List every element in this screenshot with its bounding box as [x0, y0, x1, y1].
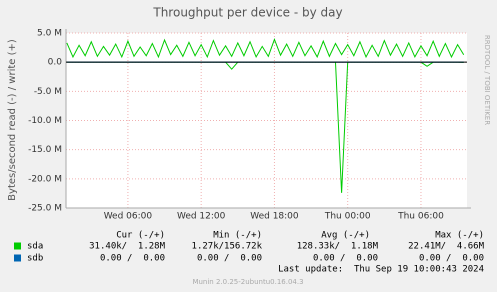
- x-tick-label: Wed 06:00: [104, 212, 153, 222]
- legend-column-header: Cur (-/+): [116, 231, 165, 241]
- x-tick-label: Wed 18:00: [250, 212, 299, 222]
- x-tick-label: Thu 00:00: [324, 212, 371, 222]
- legend-stat: 0.00 / 0.00: [313, 254, 378, 264]
- y-axis-label: Bytes/second read (-) / write (+): [7, 39, 18, 201]
- series-line: [66, 37, 465, 59]
- chart-title: Throughput per device - by day: [152, 6, 342, 20]
- y-tick-label: 0.0: [48, 58, 63, 68]
- x-tick-label: Wed 12:00: [177, 212, 226, 222]
- legend-stat: 31.40k/ 1.28M: [89, 242, 165, 252]
- legend-column-header: Max (-/+): [435, 231, 484, 241]
- legend-stat: 128.33k/ 1.18M: [297, 242, 379, 252]
- y-tick-label: -20.0 M: [28, 174, 62, 184]
- legend-label: sdb: [27, 254, 43, 264]
- legend-stat: 0.00 / 0.00: [197, 254, 262, 264]
- legend-stat: 1.27k/156.72k: [192, 242, 263, 252]
- legend-stat: 0.00 / 0.00: [419, 254, 484, 264]
- y-tick-label: -15.0 M: [28, 145, 62, 155]
- legend-swatch: [14, 254, 21, 262]
- legend-label: sda: [27, 242, 43, 252]
- side-text: RRDTOOL / TOBI OETIKER: [483, 35, 491, 125]
- y-tick-label: -10.0 M: [28, 116, 62, 126]
- legend-column-header: Avg (-/+): [321, 231, 370, 241]
- legend-swatch: [14, 242, 21, 250]
- last-update: Last update: Thu Sep 19 10:00:43 2024: [278, 265, 484, 275]
- y-tick-label: -5.0 M: [34, 87, 62, 97]
- legend-column-header: Min (-/+): [213, 231, 262, 241]
- legend-stat: 0.00 / 0.00: [100, 254, 165, 264]
- y-tick-label: -25.0 M: [28, 204, 62, 214]
- x-tick-label: Thu 06:00: [397, 212, 444, 222]
- footer: Munin 2.0.25-2ubuntu0.16.04.3: [192, 278, 303, 286]
- legend-stat: 22.41M/ 4.66M: [408, 242, 484, 252]
- y-tick-label: 5.0 M: [37, 29, 62, 39]
